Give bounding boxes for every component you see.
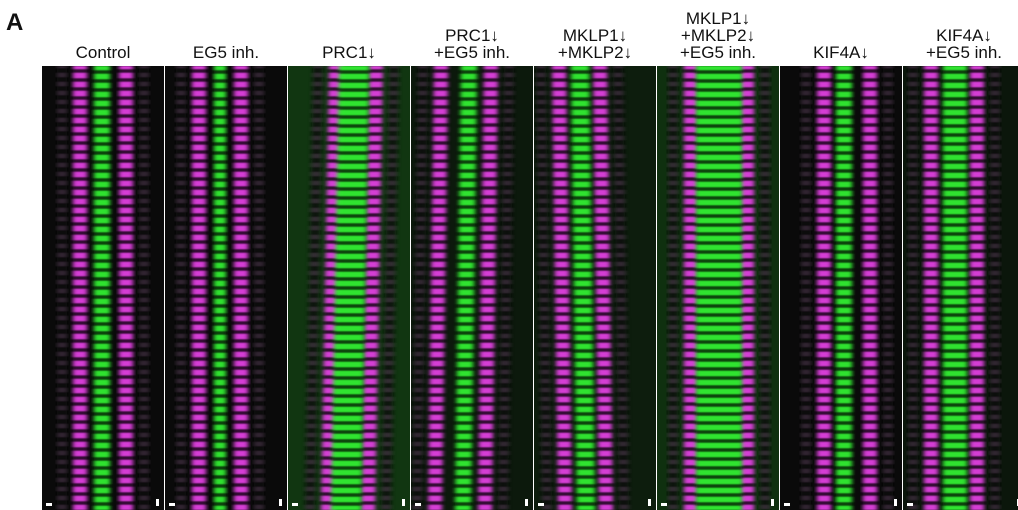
- band: [176, 66, 186, 510]
- scale-bar: [648, 499, 651, 506]
- scale-bar: [279, 499, 282, 506]
- column-header: +MKLP2↓: [558, 43, 632, 62]
- band: [119, 66, 133, 510]
- band: [740, 66, 754, 510]
- band: [57, 66, 67, 510]
- kymograph: [534, 66, 656, 510]
- column-header: +EG5 inh.: [434, 43, 510, 62]
- kymograph-image: [411, 66, 533, 510]
- band: [305, 66, 323, 510]
- kymograph-image: [42, 66, 164, 510]
- scale-bar: [907, 503, 913, 506]
- kymograph-image: [165, 66, 287, 510]
- column-header: MKLP1↓: [686, 9, 750, 28]
- band: [412, 66, 428, 510]
- column-header: MKLP1↓: [563, 26, 627, 45]
- band: [455, 66, 477, 510]
- kymograph: [42, 66, 164, 510]
- band: [970, 66, 984, 510]
- band: [214, 66, 226, 510]
- scale-bar: [169, 503, 175, 506]
- scale-bar: [292, 503, 298, 506]
- scale-bar: [402, 499, 405, 506]
- band: [696, 66, 742, 510]
- column-header: Control: [76, 43, 131, 62]
- band: [801, 66, 811, 510]
- scale-bar: [46, 503, 52, 506]
- band: [536, 66, 552, 510]
- band: [361, 66, 383, 510]
- scale-bar: [661, 503, 667, 506]
- band: [254, 66, 264, 510]
- band: [478, 66, 498, 510]
- kymograph-image: [780, 66, 902, 510]
- column-header: +EG5 inh.: [680, 43, 756, 62]
- band: [192, 66, 206, 510]
- scale-bar: [894, 499, 897, 506]
- kymograph-image: [288, 66, 410, 510]
- band: [990, 66, 1000, 510]
- band: [381, 66, 399, 510]
- column-header: PRC1↓: [322, 43, 376, 62]
- scale-bar: [415, 503, 421, 506]
- column-header: +EG5 inh.: [926, 43, 1002, 62]
- band: [552, 66, 572, 510]
- kymograph: [165, 66, 287, 510]
- band: [817, 66, 831, 510]
- band: [428, 66, 448, 510]
- band: [73, 66, 87, 510]
- kymograph: [903, 66, 1018, 510]
- band: [498, 66, 514, 510]
- band: [883, 66, 893, 510]
- column-header: KIF4A↓: [813, 43, 869, 62]
- band: [593, 66, 613, 510]
- kymograph-image: [534, 66, 656, 510]
- band: [760, 66, 770, 510]
- band: [571, 66, 595, 510]
- band: [863, 66, 877, 510]
- band: [836, 66, 852, 510]
- band: [943, 66, 967, 510]
- scale-bar: [784, 503, 790, 506]
- panel-label: A: [6, 9, 23, 36]
- scale-bar: [156, 499, 159, 506]
- column-header: +MKLP2↓: [681, 26, 755, 45]
- kymograph: [411, 66, 533, 510]
- column-header: KIF4A↓: [936, 26, 992, 45]
- band: [668, 66, 678, 510]
- column-header: EG5 inh.: [193, 43, 259, 62]
- band: [331, 66, 369, 510]
- kymograph-image: [903, 66, 1018, 510]
- band: [139, 66, 149, 510]
- kymograph: [780, 66, 902, 510]
- band: [924, 66, 938, 510]
- scale-bar: [538, 503, 544, 506]
- column-header: PRC1↓: [445, 26, 499, 45]
- kymograph: [657, 66, 779, 510]
- band: [234, 66, 248, 510]
- band: [613, 66, 629, 510]
- band: [94, 66, 110, 510]
- scale-bar: [771, 499, 774, 506]
- kymograph-image: [657, 66, 779, 510]
- band: [908, 66, 918, 510]
- scale-bar: [525, 499, 528, 506]
- kymograph: [288, 66, 410, 510]
- band: [684, 66, 698, 510]
